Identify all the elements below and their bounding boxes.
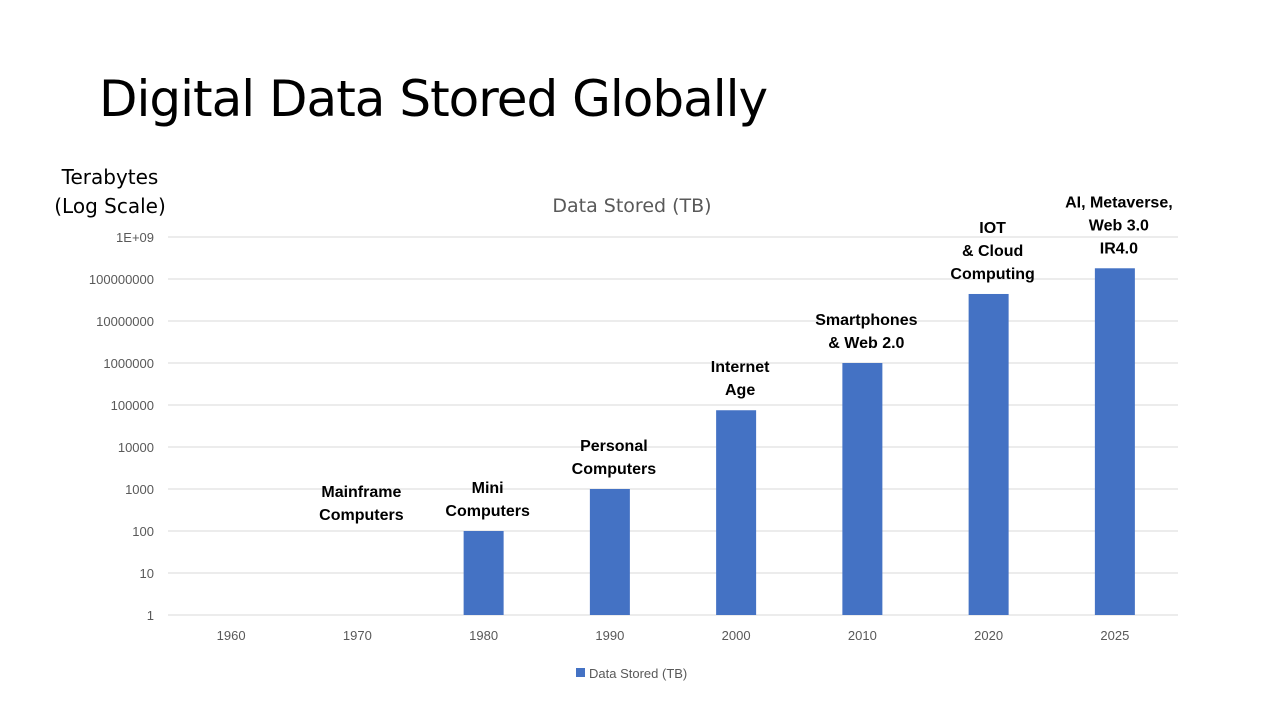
era-label: & Cloud — [962, 243, 1023, 260]
bar-1990 — [589, 489, 630, 615]
era-label: Computers — [319, 507, 404, 524]
bars — [463, 268, 1135, 615]
x-tick-label: 1990 — [595, 628, 624, 643]
legend-label: Data Stored (TB) — [589, 666, 687, 681]
y-tick-label: 100 — [132, 524, 154, 539]
y-axis-caption: Terabytes (Log Scale) — [54, 163, 166, 221]
era-label: Computing — [950, 266, 1034, 283]
slide-title: Digital Data Stored Globally — [99, 70, 768, 128]
y-tick-label: 10000 — [118, 440, 154, 455]
x-tick-label: 1970 — [343, 628, 372, 643]
era-label: Web 3.0 — [1089, 217, 1149, 234]
era-label: IR4.0 — [1100, 240, 1138, 257]
chart-title: Data Stored (TB) — [552, 195, 711, 217]
era-label: IOT — [979, 220, 1006, 237]
y-tick-label: 1000000 — [103, 356, 154, 371]
y-tick-label: 1 — [147, 608, 154, 623]
era-label: Mini — [472, 480, 504, 497]
era-label: Computers — [572, 461, 657, 478]
era-label: Computers — [445, 503, 530, 520]
x-tick-label: 2010 — [848, 628, 877, 643]
bar-2020 — [968, 293, 1009, 615]
x-tick-label: 1980 — [469, 628, 498, 643]
y-tick-label: 10 — [140, 566, 154, 581]
legend-swatch — [576, 668, 585, 677]
legend: Data Stored (TB) — [576, 666, 687, 681]
y-axis-caption-line: (Log Scale) — [54, 194, 166, 218]
era-label: & Web 2.0 — [828, 335, 904, 352]
y-tick-label: 1E+09 — [116, 230, 154, 245]
era-label: Age — [725, 382, 755, 399]
x-tick-label: 2020 — [974, 628, 1003, 643]
x-tick-label: 1960 — [217, 628, 246, 643]
y-tick-label: 10000000 — [96, 314, 154, 329]
bar-1980 — [463, 531, 504, 615]
era-label: Smartphones — [815, 312, 917, 329]
era-label: AI, Metaverse, — [1065, 194, 1173, 211]
bar-2025 — [1094, 268, 1135, 615]
x-tick-label: 2025 — [1100, 628, 1129, 643]
y-tick-label: 1000 — [125, 482, 154, 497]
y-axis-ticks: 1 10 100 1000 10000 100000 1000000 10000000 1000… — [89, 230, 154, 623]
era-label: Mainframe — [321, 484, 401, 501]
era-label: Internet — [711, 359, 770, 376]
y-axis-caption-line: Terabytes — [61, 165, 159, 189]
x-tick-label: 2000 — [722, 628, 751, 643]
y-tick-label: 100000 — [111, 398, 154, 413]
x-axis-ticks: 1960 1970 1980 1990 2000 2010 2020 2025 — [217, 628, 1130, 643]
bar-2010 — [842, 363, 883, 615]
bar-2000 — [716, 410, 757, 615]
era-annotations: Mainframe Computers Mini Computers Personal C… — [319, 194, 1173, 524]
y-tick-label: 100000000 — [89, 272, 154, 287]
era-label: Personal — [580, 438, 648, 455]
gridlines — [168, 236, 1178, 616]
